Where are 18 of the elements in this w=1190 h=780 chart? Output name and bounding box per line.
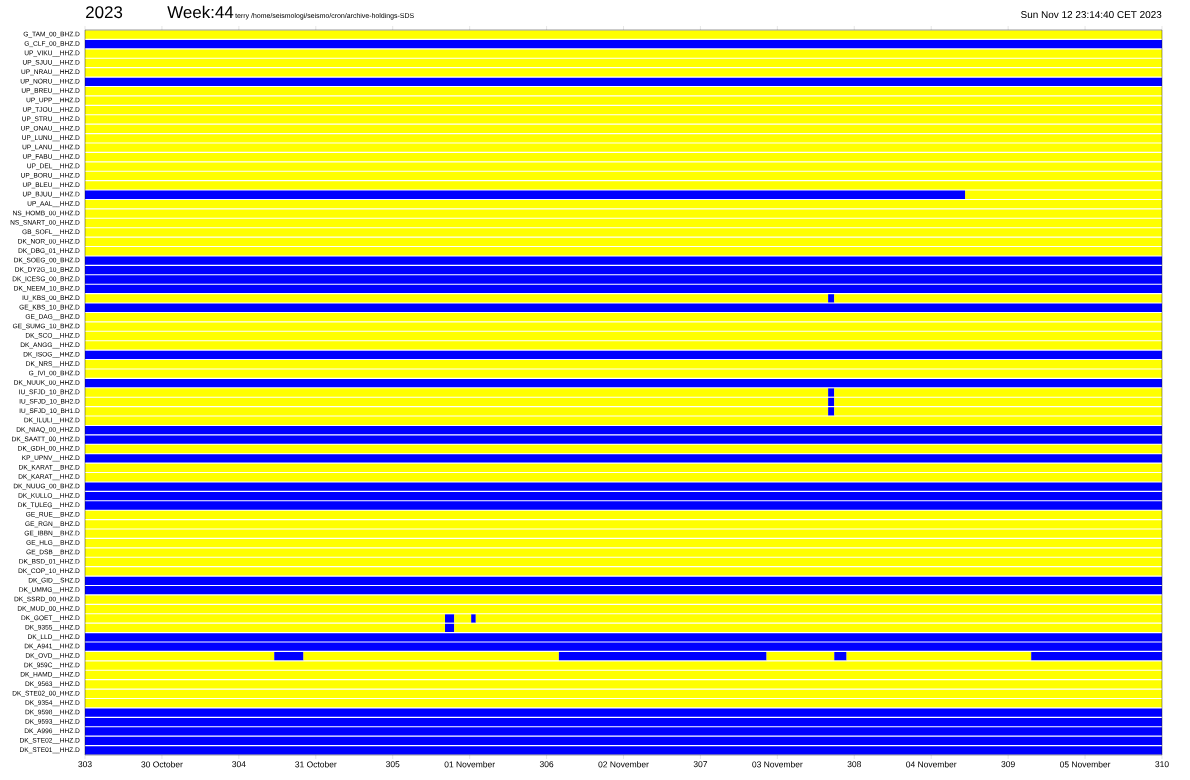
chart-subtitle: Week:44	[167, 5, 234, 19]
text: Sun Nov 12 23:14:40 CET 2023	[1021, 11, 1162, 19]
x-tick-label: 02 November	[598, 761, 649, 768]
x-tick-label: 31 October	[295, 761, 337, 768]
x-tick-label: 303	[78, 761, 92, 768]
x-tick-label: 310	[1155, 761, 1169, 768]
x-tick-label: 306	[539, 761, 554, 768]
x-tick-label: 30 October	[141, 761, 183, 768]
chart-title: 2023	[86, 6, 123, 19]
x-tick-label: 305	[385, 761, 400, 768]
x-tick-label: 307	[693, 761, 708, 768]
x-tick-label: 304	[232, 761, 246, 768]
x-tick-label: 03 November	[752, 761, 803, 768]
x-tick-label: 309	[1001, 761, 1015, 768]
x-tick-label: 308	[847, 761, 861, 768]
x-tick-label: 05 November	[1059, 761, 1111, 768]
x-tick-label: 01 November	[444, 761, 495, 768]
x-tick-label: 04 November	[906, 761, 957, 768]
